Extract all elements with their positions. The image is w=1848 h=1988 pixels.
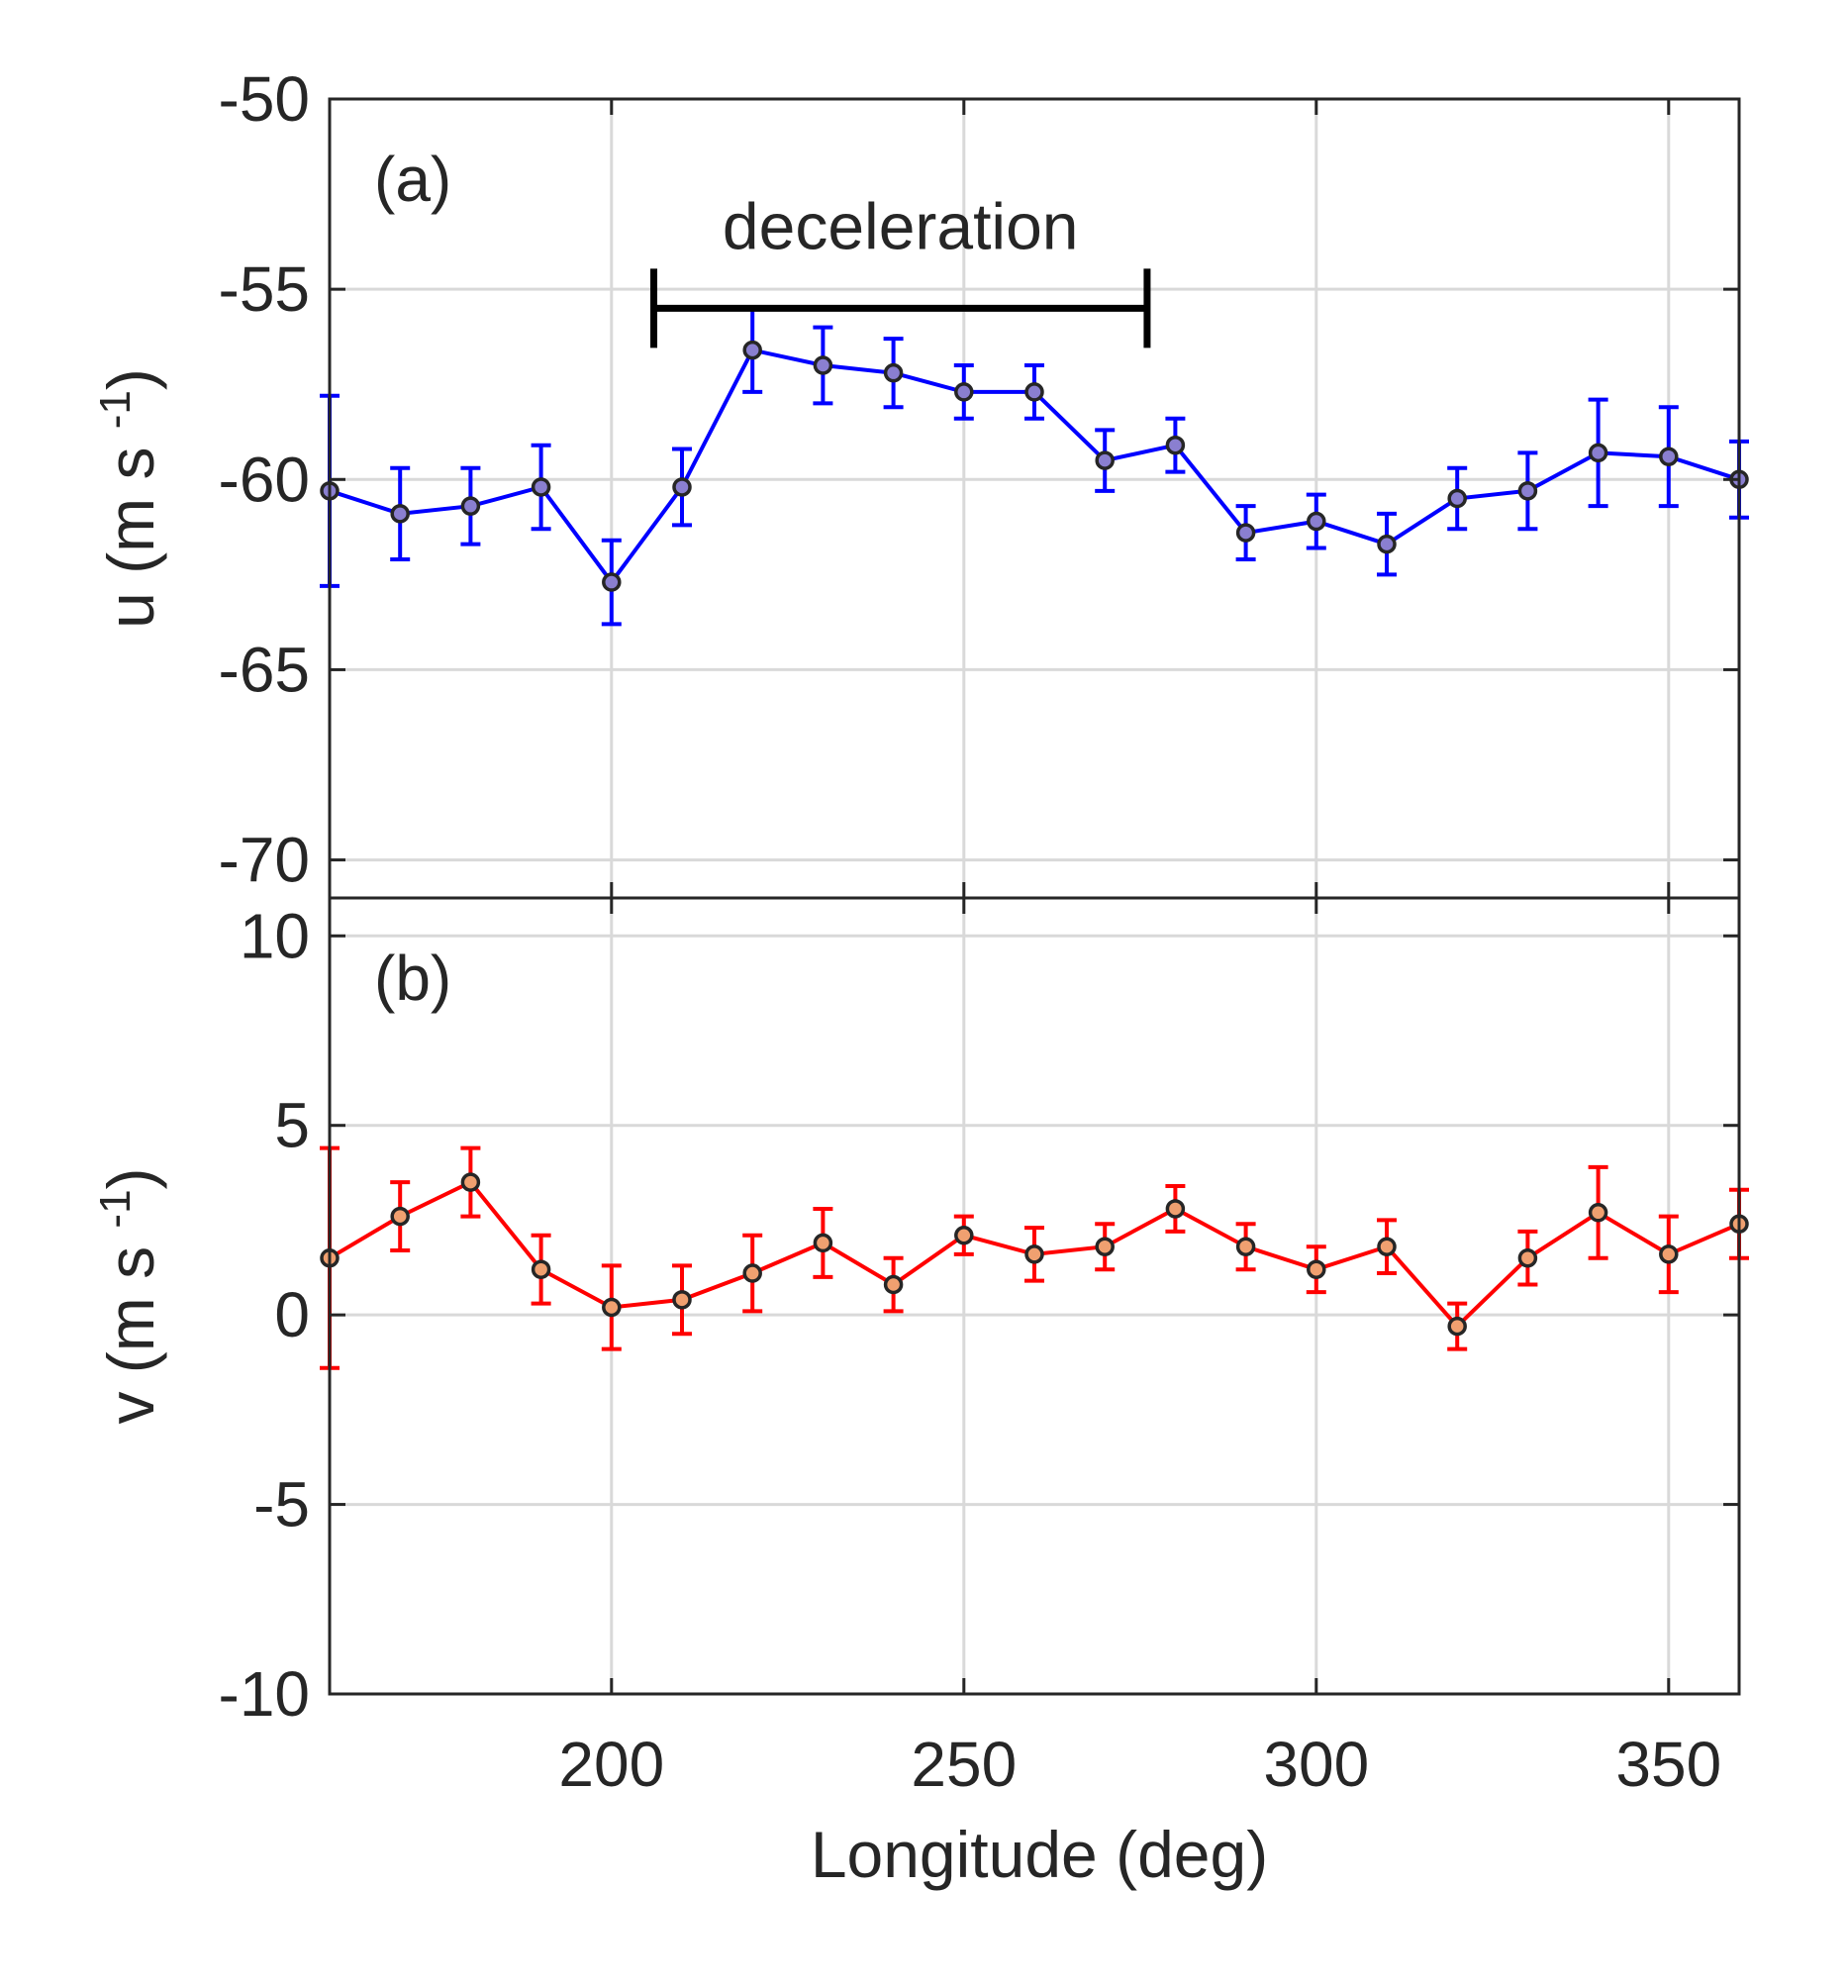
data-point bbox=[1447, 488, 1467, 509]
y-axis-label-close: ) bbox=[94, 1167, 167, 1189]
y-axis-label: v (m s -1) bbox=[91, 1167, 167, 1424]
y-tick-label: 5 bbox=[274, 1090, 310, 1161]
y-tick-label: 10 bbox=[240, 900, 310, 971]
y-tick-label: -5 bbox=[253, 1469, 310, 1541]
axes-box-panel-b bbox=[328, 896, 1741, 1696]
data-point bbox=[1377, 1237, 1397, 1256]
data-point bbox=[883, 362, 904, 383]
data-point bbox=[1095, 450, 1115, 470]
text-layer: -50-55-60-65-70(a)u (m s -1)deceleration… bbox=[91, 63, 1721, 1891]
data-point bbox=[672, 1290, 692, 1310]
data-point bbox=[883, 1274, 904, 1295]
data-layer bbox=[320, 268, 1749, 1370]
data-point bbox=[1588, 1203, 1608, 1223]
data-point bbox=[672, 477, 692, 497]
data-point bbox=[390, 1206, 410, 1227]
y-tick-label: -50 bbox=[219, 63, 311, 135]
data-point bbox=[1659, 447, 1679, 466]
x-axis-label: Longitude (deg) bbox=[811, 1818, 1268, 1891]
y-tick-label: -70 bbox=[219, 825, 311, 896]
panel-label: (a) bbox=[374, 144, 451, 215]
data-point bbox=[1095, 1237, 1115, 1256]
data-point bbox=[1517, 1247, 1538, 1268]
x-tick-label: 200 bbox=[558, 1729, 664, 1800]
data-point bbox=[1165, 1199, 1186, 1219]
data-point bbox=[1588, 443, 1608, 463]
data-point bbox=[602, 1297, 622, 1318]
data-point bbox=[1235, 1237, 1256, 1256]
data-point bbox=[742, 340, 762, 360]
data-point bbox=[390, 504, 410, 524]
data-point bbox=[1447, 1316, 1467, 1337]
annotation-label: deceleration bbox=[723, 189, 1079, 262]
data-point bbox=[1517, 481, 1538, 501]
data-point bbox=[1377, 534, 1397, 554]
y-axis-label: u (m s -1) bbox=[91, 368, 167, 629]
x-tick-label: 300 bbox=[1263, 1729, 1369, 1800]
data-point bbox=[1165, 435, 1186, 455]
data-point bbox=[531, 1259, 551, 1279]
y-axis-label-superscript: -1 bbox=[91, 390, 140, 429]
y-axis-label-superscript: -1 bbox=[91, 1189, 140, 1228]
data-point bbox=[954, 382, 974, 402]
data-point bbox=[1024, 382, 1044, 402]
data-point bbox=[1307, 511, 1326, 532]
y-tick-label: -10 bbox=[219, 1658, 311, 1730]
data-point bbox=[602, 572, 622, 592]
y-axis-label-text: v (m s bbox=[94, 1229, 167, 1425]
x-tick-label: 250 bbox=[911, 1729, 1017, 1800]
y-tick-label: -65 bbox=[219, 634, 311, 705]
panel-label: (b) bbox=[374, 943, 451, 1014]
x-tick-label: 350 bbox=[1615, 1729, 1721, 1800]
data-point bbox=[742, 1263, 762, 1283]
data-point bbox=[460, 496, 481, 516]
y-axis-label-text: u (m s bbox=[94, 429, 167, 629]
data-point bbox=[954, 1225, 974, 1245]
y-tick-label: 0 bbox=[274, 1279, 310, 1350]
data-point bbox=[460, 1172, 481, 1192]
data-point bbox=[1659, 1244, 1679, 1264]
y-axis-label-close: ) bbox=[94, 368, 167, 390]
data-point bbox=[813, 355, 833, 375]
data-point bbox=[1024, 1244, 1044, 1264]
data-point bbox=[813, 1233, 833, 1253]
data-point bbox=[1307, 1259, 1326, 1279]
axes-layer bbox=[328, 97, 1741, 1696]
y-tick-label: -55 bbox=[219, 253, 311, 325]
data-point bbox=[1235, 523, 1256, 543]
y-tick-label: -60 bbox=[219, 444, 311, 515]
data-point bbox=[531, 477, 551, 497]
